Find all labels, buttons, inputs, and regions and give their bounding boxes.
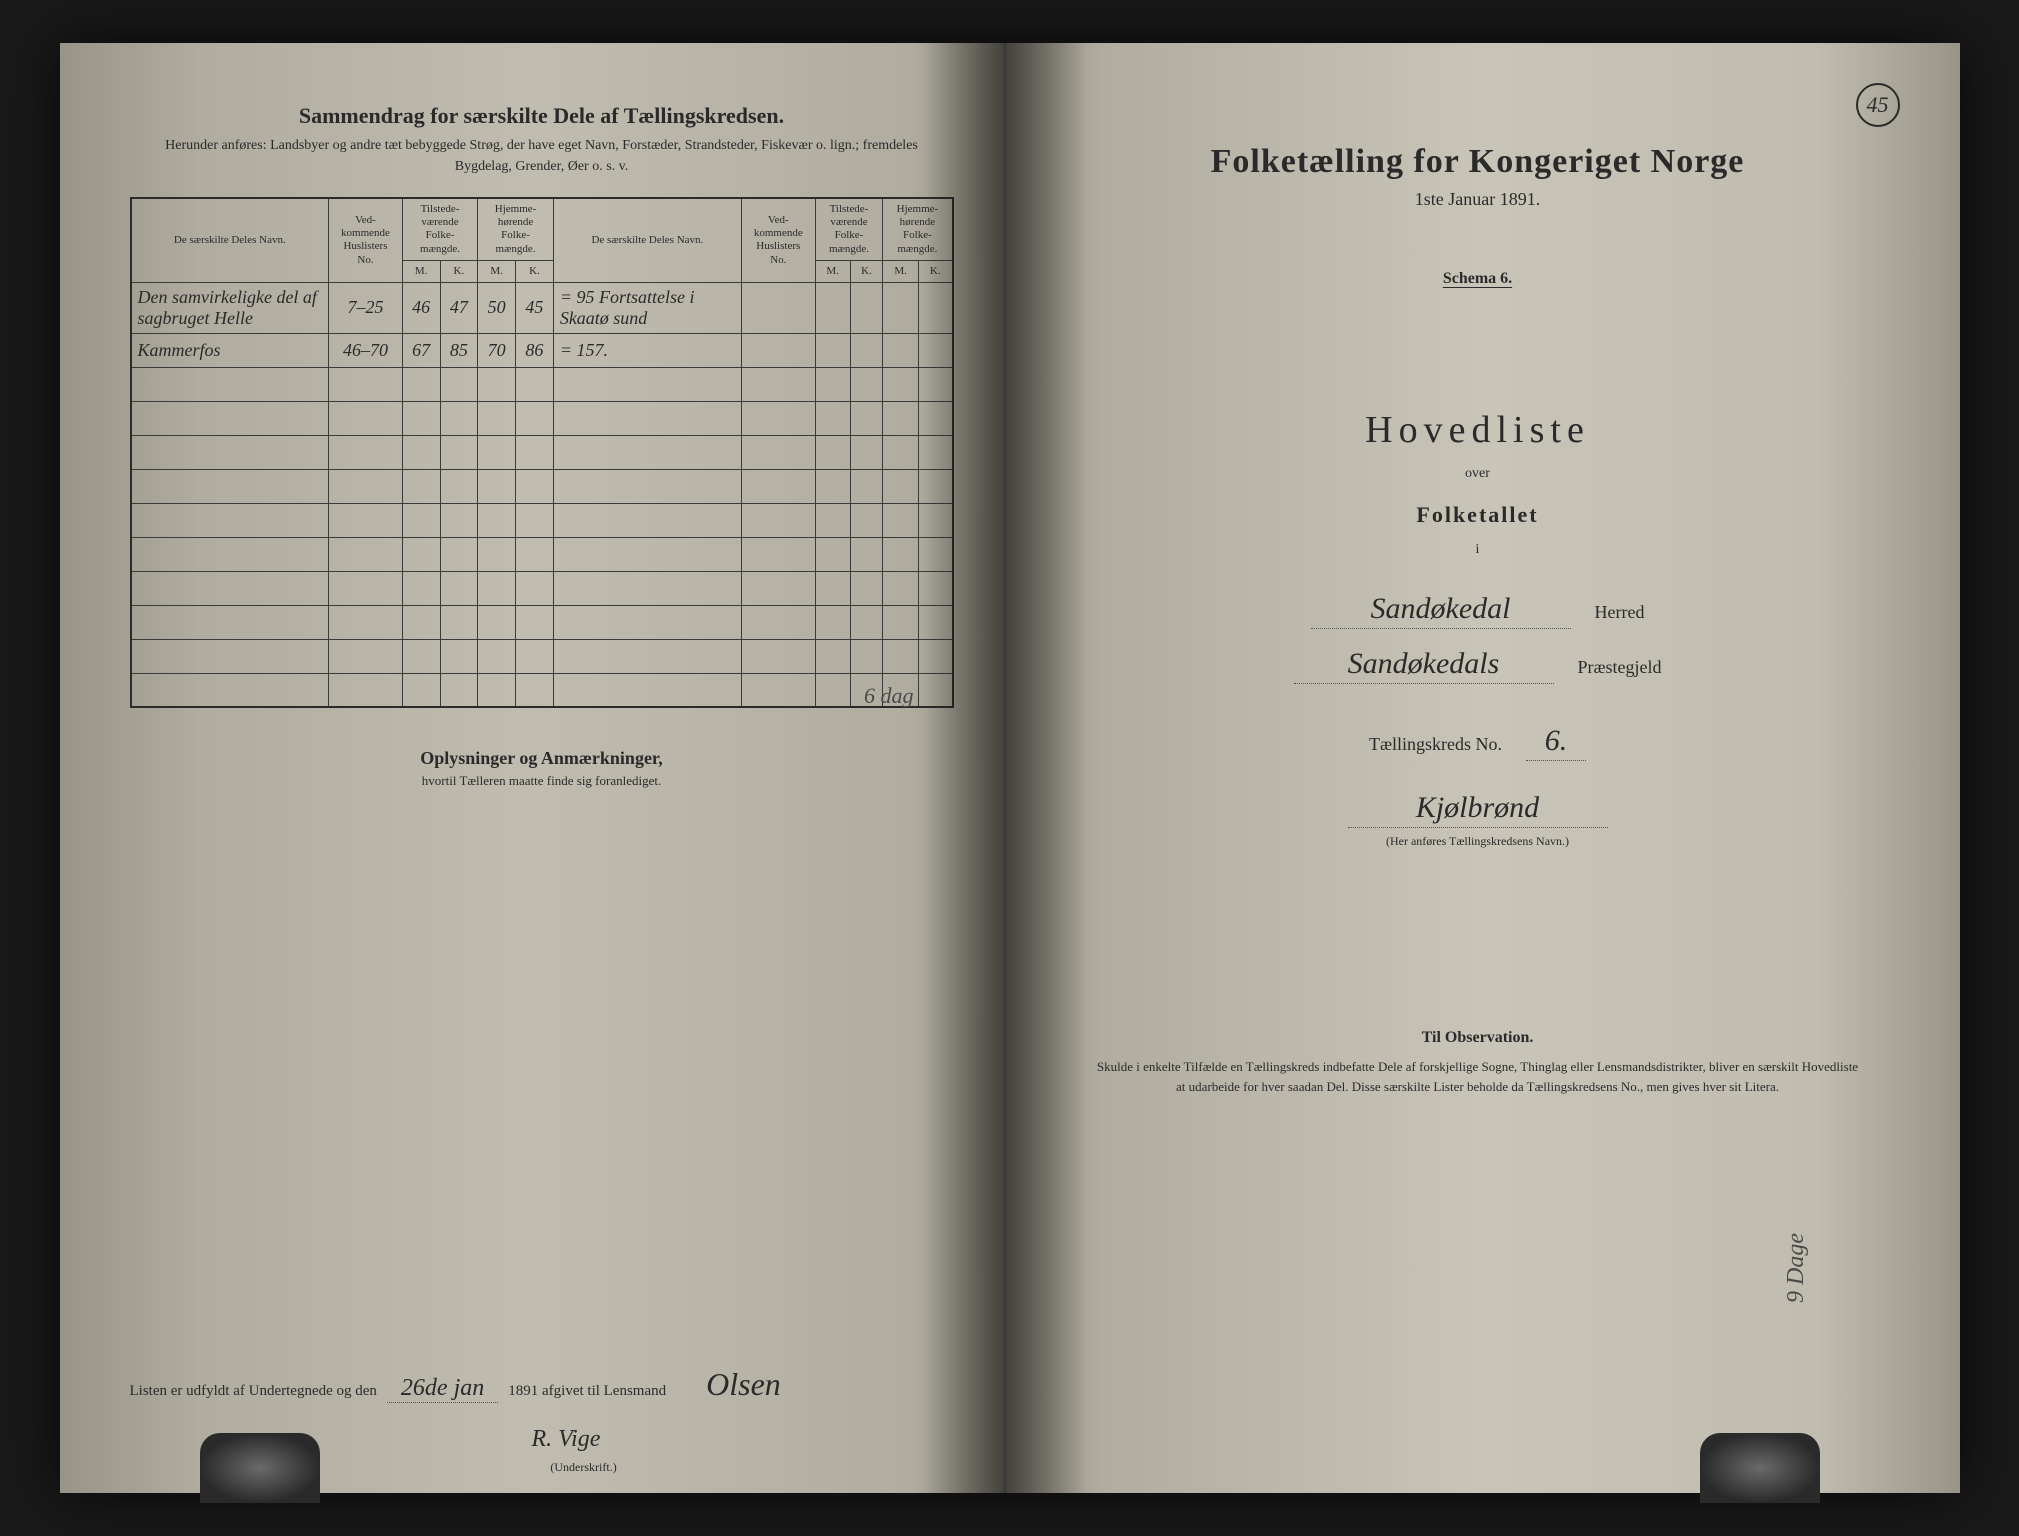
kreds-label: Tællingskreds No. [1369, 734, 1502, 755]
row-hm: 70 [478, 333, 516, 367]
herred-label: Herred [1595, 602, 1645, 623]
table-row [131, 639, 953, 673]
sig-prefix: Listen er udfyldt af Undertegnede og den [130, 1383, 377, 1400]
table-row [131, 537, 953, 571]
summary-table: De særskilte Deles Navn. Ved-kommende Hu… [130, 197, 954, 708]
undersigner: R. Vige [532, 1426, 601, 1453]
col-m: M. [883, 260, 919, 282]
row-name: Kammerfos [131, 333, 329, 367]
table-row [131, 571, 953, 605]
schema-label: Schema 6. [1066, 270, 1890, 288]
summary-subheading: Herunder anføres: Landsbyer og andre tæt… [130, 135, 954, 177]
prestegjeld-value: Sandøkedals [1294, 647, 1554, 684]
table-row [131, 435, 953, 469]
census-title: Folketælling for Kongeriget Norge [1066, 143, 1890, 181]
col-tilstede: Tilstede-værende Folke-mængde. [402, 198, 477, 260]
row-huslisters: 7–25 [329, 282, 403, 333]
row-huslisters: 46–70 [329, 333, 403, 367]
col-hjemme: Hjemme-hørende Folke-mængde. [478, 198, 554, 260]
col-k: K. [516, 260, 554, 282]
row-tm: 67 [402, 333, 440, 367]
row-tk: 47 [440, 282, 478, 333]
spine-shadow [1006, 43, 1086, 1493]
col-m: M. [478, 260, 516, 282]
kreds-no: 6. [1526, 724, 1586, 761]
vertical-pencil-note: 9 Dage [1783, 1233, 1810, 1303]
row-eq: = 157. [553, 333, 741, 367]
col-name: De særskilte Deles Navn. [131, 198, 329, 282]
herred-value: Sandøkedal [1311, 592, 1571, 629]
hovedliste-heading: Hovedliste [1066, 408, 1890, 452]
row-tk: 85 [440, 333, 478, 367]
page-number: 45 [1856, 83, 1900, 127]
over-label: over [1066, 466, 1890, 482]
table-row [131, 401, 953, 435]
kreds-caption: (Her anføres Tællingskredsens Navn.) [1066, 834, 1890, 849]
col-k: K. [919, 260, 953, 282]
table-row [131, 503, 953, 537]
remarks-title: Oplysninger og Anmærkninger, [130, 748, 954, 769]
prestegjeld-line: Sandøkedals Præstegjeld [1066, 647, 1890, 684]
remarks-sub: hvortil Tælleren maatte finde sig foranl… [130, 773, 954, 789]
table-body: Den samvirkeligke del af sagbruget Helle… [131, 282, 953, 707]
col-k: K. [440, 260, 478, 282]
col-m: M. [402, 260, 440, 282]
i-label: i [1066, 542, 1890, 558]
signature-line: Listen er udfyldt af Undertegnede og den… [130, 1366, 954, 1403]
census-date: 1ste Januar 1891. [1066, 189, 1890, 210]
table-row: Kammerfos 46–70 67 85 70 86 = 157. [131, 333, 953, 367]
table-row [131, 367, 953, 401]
left-page: Sammendrag for særskilte Dele af Tælling… [60, 43, 1006, 1493]
kreds-name: Kjølbrønd [1348, 791, 1608, 828]
observation-text: Skulde i enkelte Tilfælde en Tællingskre… [1066, 1057, 1890, 1096]
table-row: Den samvirkeligke del af sagbruget Helle… [131, 282, 953, 333]
col-huslisters-2: Ved-kommende Huslisters No. [741, 198, 815, 282]
prestegjeld-label: Præstegjeld [1578, 657, 1662, 678]
sig-year: 1891 afgivet til Lensmand [508, 1383, 666, 1400]
undersigner-label: (Underskrift.) [550, 1460, 616, 1475]
col-tilstede-2: Tilstede-værende Folke-mængde. [815, 198, 883, 260]
row-eq: = 95 Fortsattelse i Skaatø sund [553, 282, 741, 333]
row-tm: 46 [402, 282, 440, 333]
kreds-no-line: Tællingskreds No. 6. [1066, 724, 1890, 761]
col-huslisters: Ved-kommende Huslisters No. [329, 198, 403, 282]
sig-date: 26de jan [387, 1375, 498, 1403]
table-row [131, 469, 953, 503]
book-spread: Sammendrag for særskilte Dele af Tælling… [60, 43, 1960, 1493]
col-hjemme-2: Hjemme-hørende Folke-mængde. [883, 198, 953, 260]
col-k: K. [850, 260, 883, 282]
row-hm: 50 [478, 282, 516, 333]
kreds-name-line: Kjølbrønd [1066, 791, 1890, 828]
observation-title: Til Observation. [1066, 1029, 1890, 1047]
table-row [131, 673, 953, 707]
row-hk: 86 [516, 333, 554, 367]
binder-clip-icon [1700, 1433, 1820, 1503]
row-name: Den samvirkeligke del af sagbruget Helle [131, 282, 329, 333]
table-row [131, 605, 953, 639]
right-page: 45 Folketælling for Kongeriget Norge 1st… [1006, 43, 1960, 1493]
col-name-2: De særskilte Deles Navn. [553, 198, 741, 282]
remarks-section: Oplysninger og Anmærkninger, hvortil Tæl… [130, 748, 954, 789]
col-m: M. [815, 260, 850, 282]
binder-clip-icon [200, 1433, 320, 1503]
row-hk: 45 [516, 282, 554, 333]
folketallet-label: Folketallet [1066, 502, 1890, 528]
pencil-note: 6 dag [864, 683, 914, 709]
sig-name: Olsen [706, 1366, 781, 1403]
herred-line: Sandøkedal Herred [1066, 592, 1890, 629]
summary-heading: Sammendrag for særskilte Dele af Tælling… [130, 103, 954, 129]
